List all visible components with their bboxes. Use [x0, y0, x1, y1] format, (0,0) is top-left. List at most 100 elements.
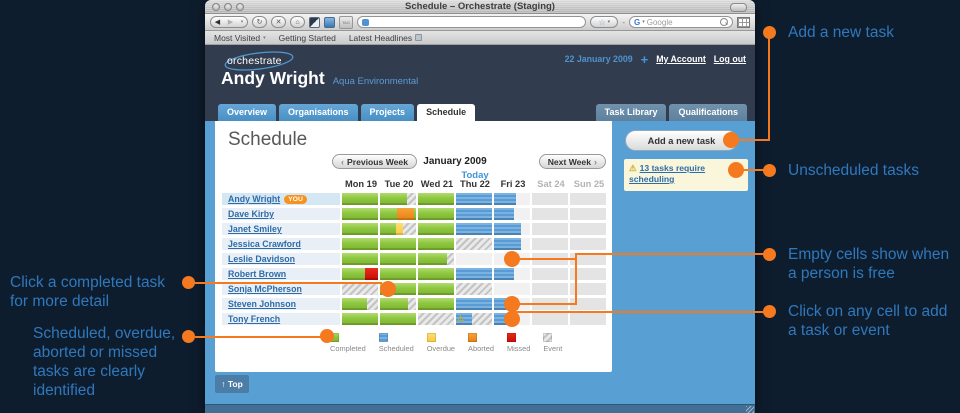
orchestrate-logo[interactable]: orchestrate: [221, 51, 301, 71]
schedule-cell[interactable]: [532, 313, 568, 325]
schedule-cell[interactable]: [418, 223, 454, 235]
schedule-cell[interactable]: [494, 238, 530, 250]
schedule-cell[interactable]: [494, 208, 530, 220]
bookmark-item-most-visited[interactable]: Most Visited ▾: [214, 33, 266, 43]
schedule-cell[interactable]: [380, 238, 416, 250]
schedule-cell[interactable]: [532, 208, 568, 220]
tab-overview[interactable]: Overview: [218, 104, 277, 121]
schedule-cell[interactable]: [418, 268, 454, 280]
schedule-cell[interactable]: [456, 253, 492, 265]
reload-button[interactable]: ↻: [252, 16, 267, 28]
schedule-cell[interactable]: [456, 283, 492, 295]
schedule-cell[interactable]: [342, 238, 378, 250]
schedule-cell[interactable]: [532, 268, 568, 280]
schedule-cell[interactable]: [570, 313, 606, 325]
tab-schedule[interactable]: Schedule: [417, 104, 476, 121]
search-input[interactable]: G ▾ Google: [629, 16, 733, 28]
add-new-task-button[interactable]: Add a new task: [625, 130, 738, 151]
log-out-link[interactable]: Log out: [713, 54, 746, 64]
window-resize-grip[interactable]: [746, 406, 754, 413]
schedule-cell[interactable]: [570, 193, 606, 205]
schedule-cell[interactable]: [342, 268, 378, 280]
schedule-cell[interactable]: [570, 283, 606, 295]
add-icon[interactable]: +: [640, 51, 649, 67]
schedule-cell[interactable]: [494, 223, 530, 235]
schedule-cell[interactable]: [418, 283, 454, 295]
extension-icon[interactable]: [309, 16, 320, 28]
schedule-cell[interactable]: [342, 313, 378, 325]
person-link[interactable]: Robert Brown: [222, 268, 340, 280]
schedule-cell[interactable]: [532, 283, 568, 295]
person-link[interactable]: Sonja McPherson: [222, 283, 340, 295]
bookmark-star-button[interactable]: ☆ ▾: [590, 16, 619, 28]
schedule-cell[interactable]: [456, 298, 492, 310]
grid-view-icon[interactable]: [737, 16, 750, 28]
schedule-cell[interactable]: [380, 193, 416, 205]
schedule-cell[interactable]: ⚠: [456, 313, 492, 325]
schedule-cell[interactable]: [456, 223, 492, 235]
home-button[interactable]: ⌂: [290, 16, 305, 28]
unscheduled-tasks-link[interactable]: 13 tasks require scheduling: [629, 163, 706, 184]
schedule-cell[interactable]: [494, 283, 530, 295]
schedule-cell[interactable]: [570, 253, 606, 265]
person-link[interactable]: Leslie Davidson: [222, 253, 340, 265]
schedule-cell[interactable]: [380, 208, 416, 220]
tab-qualifications[interactable]: Qualifications: [669, 104, 747, 121]
person-link[interactable]: Tony French: [222, 313, 340, 325]
window-minimize-button[interactable]: [224, 3, 232, 11]
schedule-cell[interactable]: [570, 238, 606, 250]
schedule-cell[interactable]: [532, 238, 568, 250]
schedule-cell[interactable]: [418, 238, 454, 250]
schedule-cell[interactable]: [380, 223, 416, 235]
tab-organisations[interactable]: Organisations: [279, 104, 358, 121]
schedule-cell[interactable]: [456, 238, 492, 250]
schedule-cell[interactable]: [456, 268, 492, 280]
toolbar-toggle-button[interactable]: [730, 3, 747, 12]
previous-week-button[interactable]: ‹ Previous Week: [332, 154, 417, 169]
extension-icon[interactable]: [324, 16, 335, 28]
next-week-button[interactable]: Next Week ›: [538, 154, 606, 169]
back-to-top-button[interactable]: ↑ Top: [215, 375, 249, 393]
schedule-cell[interactable]: [570, 223, 606, 235]
my-account-link[interactable]: My Account: [656, 54, 706, 64]
window-close-button[interactable]: [212, 3, 220, 11]
schedule-cell[interactable]: [342, 193, 378, 205]
bookmark-item-getting-started[interactable]: Getting Started: [279, 33, 336, 43]
schedule-cell[interactable]: [418, 313, 454, 325]
window-zoom-button[interactable]: [236, 3, 244, 11]
person-link[interactable]: Jessica Crawford: [222, 238, 340, 250]
schedule-cell[interactable]: [418, 193, 454, 205]
schedule-cell[interactable]: [570, 298, 606, 310]
schedule-cell[interactable]: [456, 193, 492, 205]
schedule-cell[interactable]: [570, 208, 606, 220]
schedule-cell[interactable]: [532, 193, 568, 205]
person-link[interactable]: Janet Smiley: [222, 223, 340, 235]
person-link[interactable]: Steven Johnson: [222, 298, 340, 310]
schedule-cell[interactable]: [342, 298, 378, 310]
back-forward-buttons[interactable]: ◀ ▶ ▾: [210, 16, 248, 28]
schedule-cell[interactable]: [342, 223, 378, 235]
schedule-cell[interactable]: [342, 208, 378, 220]
tag-extension-icon[interactable]: TAG: [339, 15, 353, 29]
schedule-cell[interactable]: [380, 313, 416, 325]
schedule-cell[interactable]: [532, 223, 568, 235]
schedule-cell[interactable]: [342, 253, 378, 265]
schedule-cell[interactable]: [380, 253, 416, 265]
schedule-cell[interactable]: [570, 268, 606, 280]
schedule-cell[interactable]: [494, 268, 530, 280]
tab-projects[interactable]: Projects: [360, 104, 415, 121]
person-link[interactable]: Dave Kirby: [222, 208, 340, 220]
schedule-cell[interactable]: [418, 208, 454, 220]
bookmark-item-latest-headlines[interactable]: Latest Headlines: [349, 33, 423, 43]
person-link[interactable]: Andy Wright YOU: [222, 193, 340, 205]
schedule-cell[interactable]: [494, 193, 530, 205]
schedule-cell[interactable]: [418, 298, 454, 310]
stop-button[interactable]: ✕: [271, 16, 286, 28]
schedule-cell[interactable]: [380, 268, 416, 280]
schedule-cell[interactable]: [456, 208, 492, 220]
schedule-cell[interactable]: [418, 253, 454, 265]
address-bar[interactable]: [357, 16, 587, 28]
schedule-cell[interactable]: [342, 283, 378, 295]
tab-task-library[interactable]: Task Library: [595, 104, 667, 121]
schedule-cell[interactable]: [380, 298, 416, 310]
